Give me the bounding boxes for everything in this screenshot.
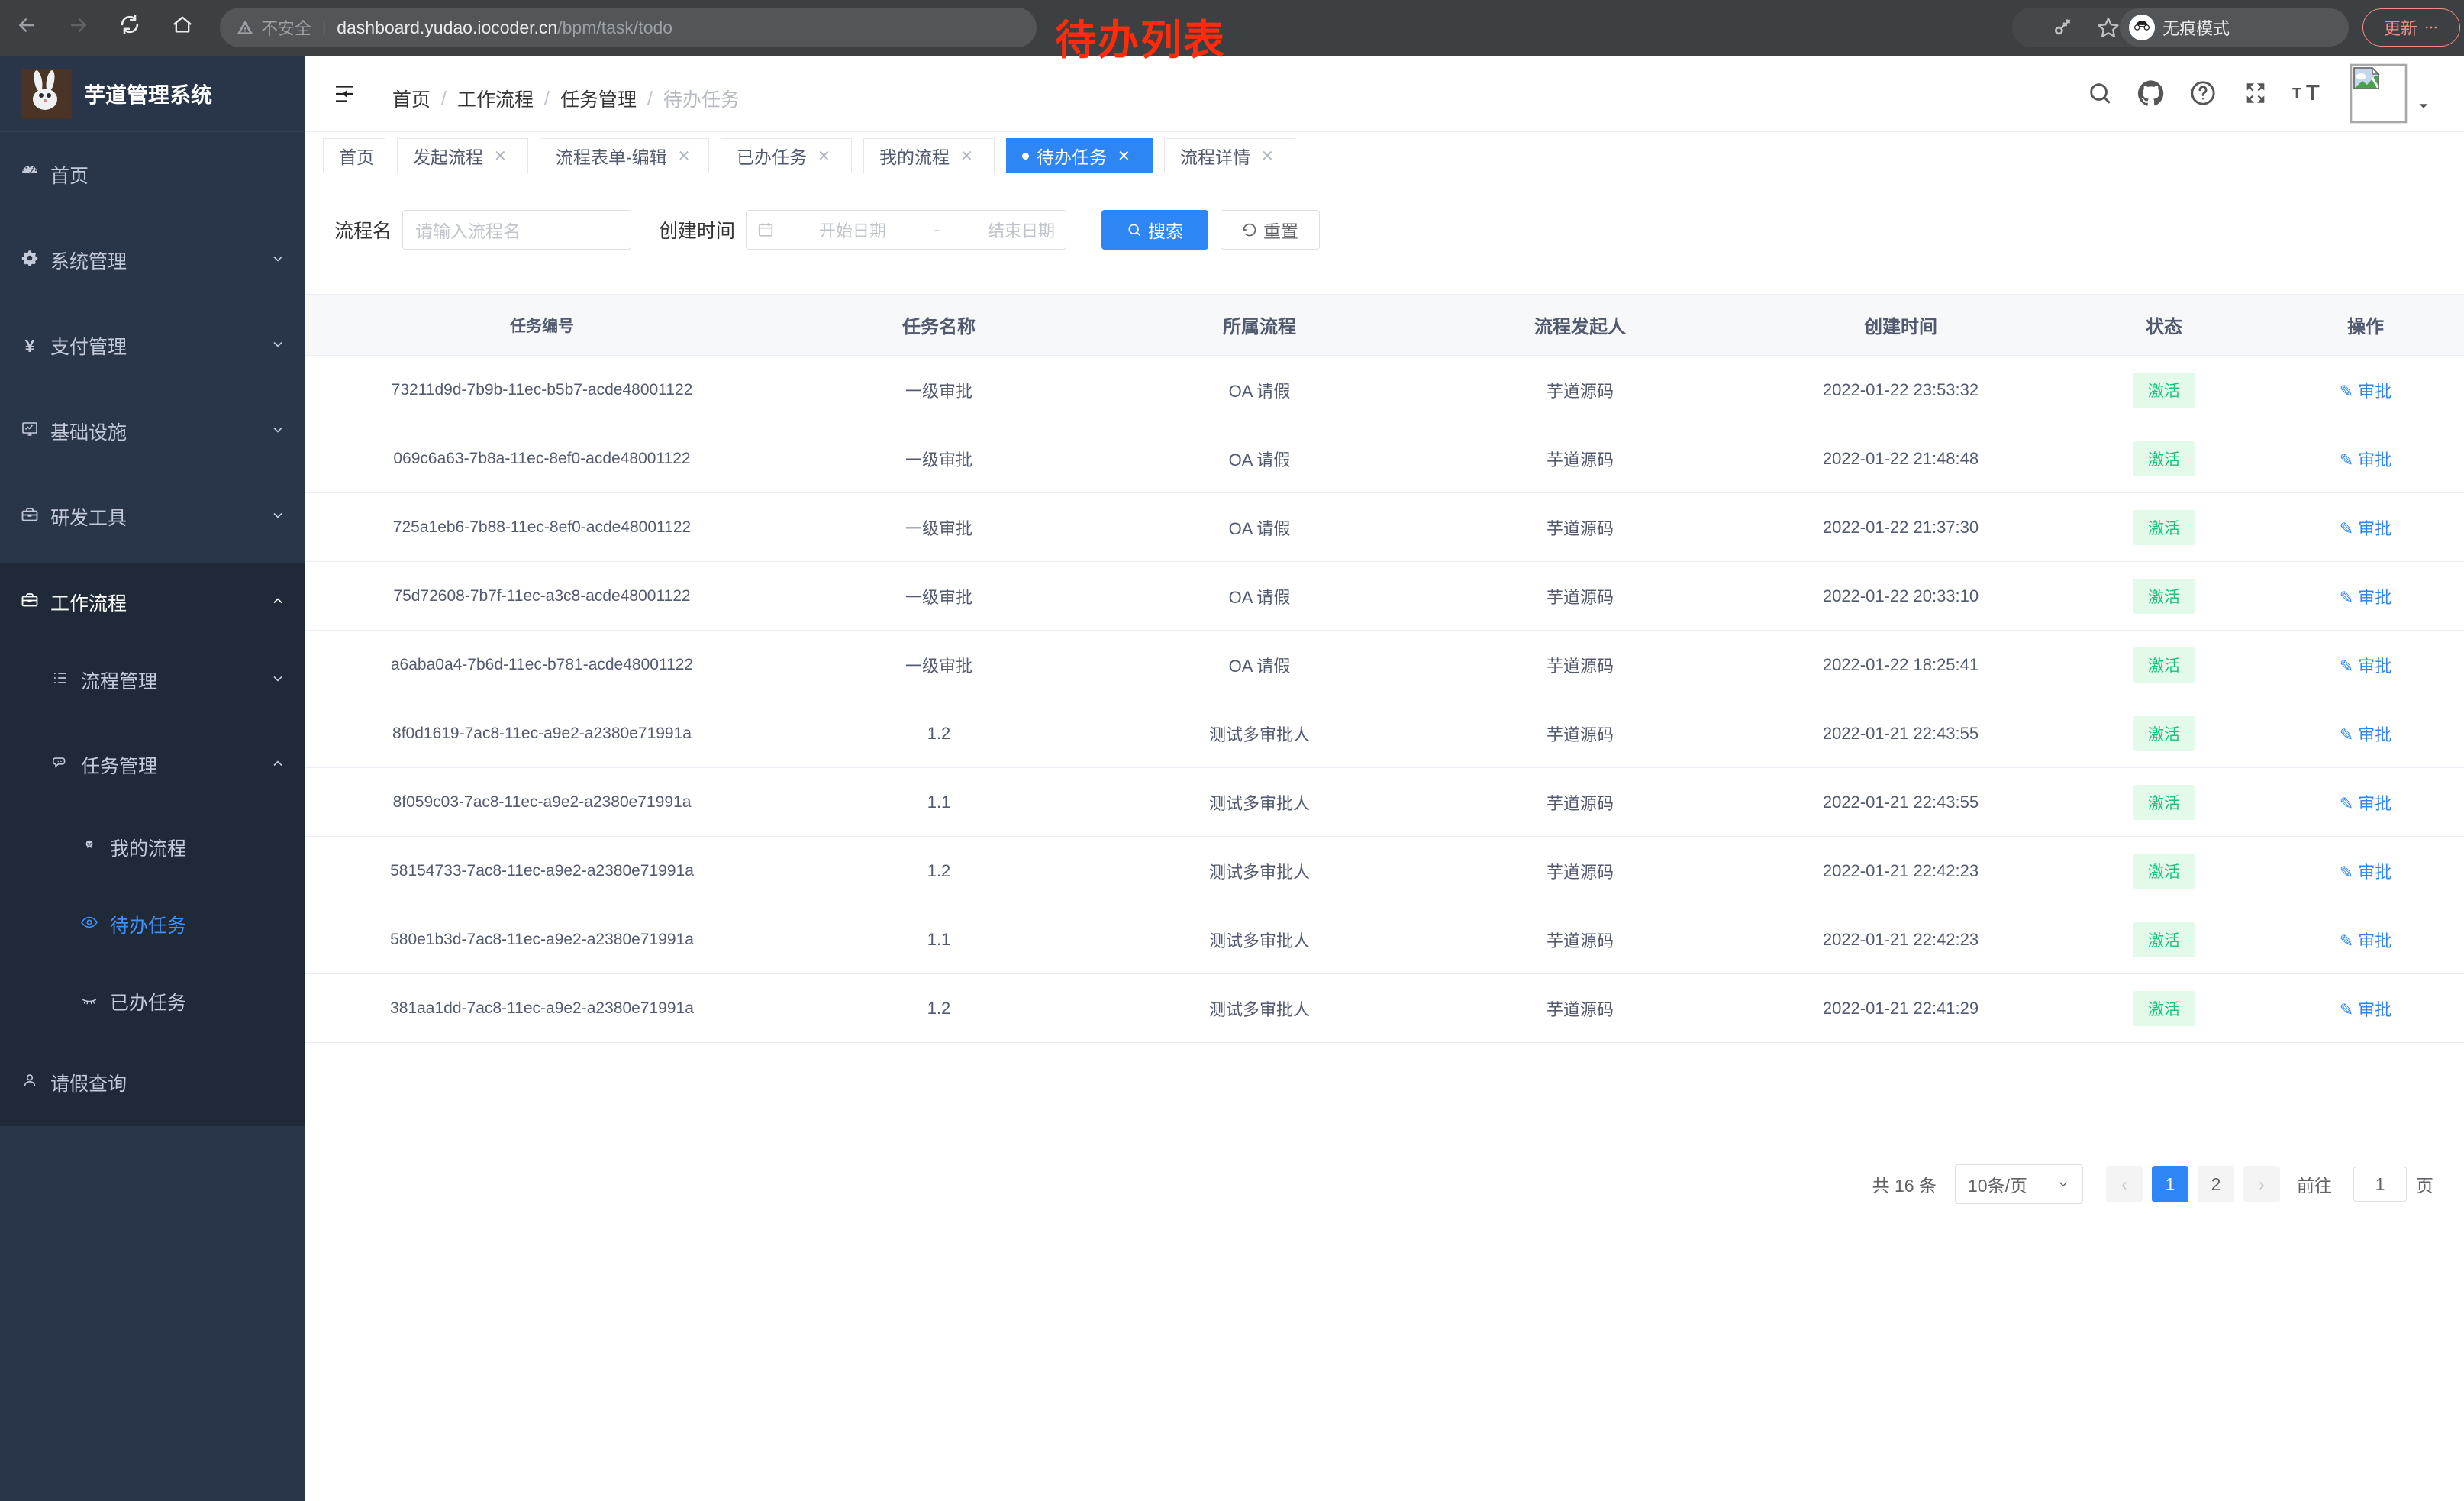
- svg-text:T: T: [2306, 81, 2320, 104]
- svg-text:T: T: [2292, 86, 2301, 102]
